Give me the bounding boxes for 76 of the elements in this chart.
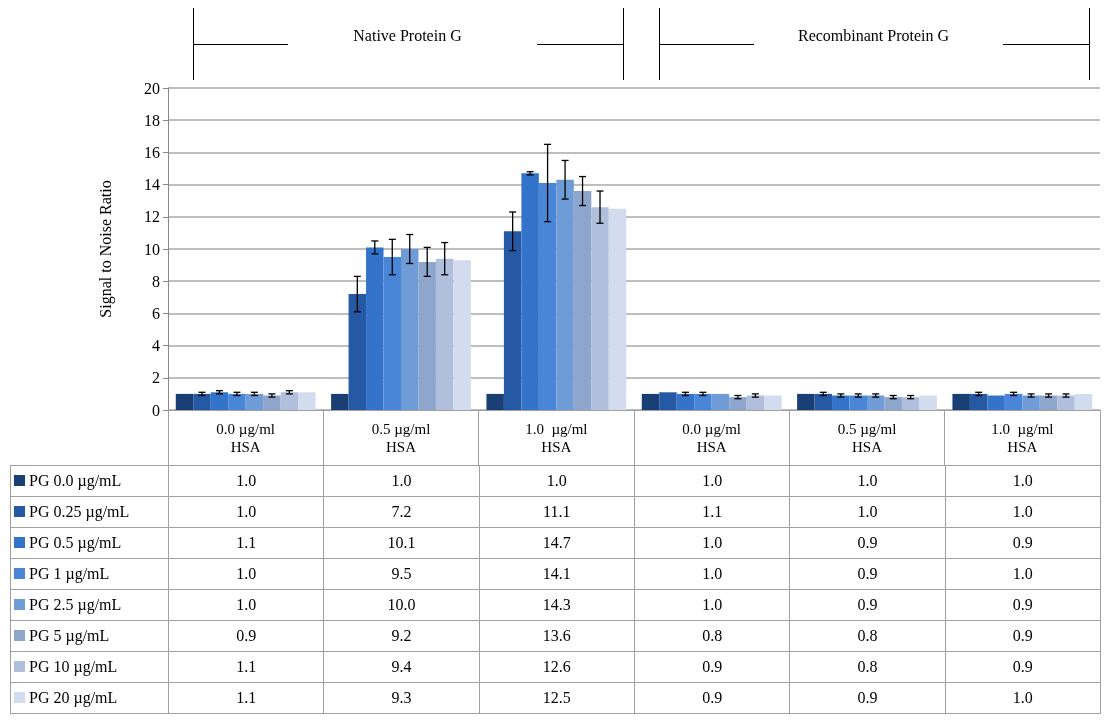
data-label: 0.9 — [168, 620, 324, 652]
y-tick-label: 2 — [152, 369, 160, 387]
data-label: 9.5 — [323, 558, 480, 590]
data-label: 0.9 — [945, 620, 1101, 652]
data-label: 9.4 — [323, 651, 480, 683]
data-label: 1.0 — [789, 465, 946, 497]
legend-label: PG 20 µg/mL — [10, 682, 169, 714]
data-label: 0.9 — [634, 651, 790, 683]
x-tick-label: 0.0 µg/ml HSA — [682, 421, 741, 455]
data-label: 1.0 — [634, 465, 790, 497]
legend-label: PG 0.5 µg/mL — [10, 527, 169, 559]
data-label: 7.2 — [323, 496, 480, 528]
y-tick-label: 8 — [152, 272, 160, 290]
text: Native Protein G — [352, 27, 463, 45]
data-label: 14.3 — [479, 589, 635, 621]
legend-label: PG 10 µg/mL — [10, 651, 169, 683]
data-label: 1.0 — [479, 465, 635, 497]
data-label: 0.8 — [634, 620, 790, 652]
data-label: 0.9 — [789, 527, 946, 559]
data-label: 1.0 — [323, 465, 480, 497]
data-label: 10.0 — [323, 589, 480, 621]
text: Recombinant Protein G — [796, 27, 951, 45]
data-label: 1.0 — [168, 496, 324, 528]
data-label: 0.8 — [789, 620, 946, 652]
x-tick-label: 1.0 µg/ml HSA — [525, 421, 588, 455]
data-label: 11.1 — [479, 496, 635, 528]
data-label: 1.0 — [945, 558, 1101, 590]
data-label: 9.2 — [323, 620, 480, 652]
legend-label: PG 0.25 µg/mL — [10, 496, 169, 528]
data-label: 12.6 — [479, 651, 635, 683]
data-label: 0.9 — [789, 682, 946, 714]
x-tick-label: 1.0 µg/ml HSA — [991, 421, 1054, 455]
data-label: 1.1 — [634, 496, 790, 528]
data-label: 9.3 — [323, 682, 480, 714]
data-label: 12.5 — [479, 682, 635, 714]
data-label: 14.1 — [479, 558, 635, 590]
legend-label: PG 0.0 µg/mL — [10, 465, 169, 497]
y-tick-label: 16 — [144, 143, 160, 161]
data-label: 1.1 — [168, 527, 324, 559]
data-label: 0.9 — [634, 682, 790, 714]
data-label: 1.1 — [168, 682, 324, 714]
data-label: 1.0 — [168, 465, 324, 497]
y-tick-label: 12 — [144, 208, 160, 226]
legend-label: PG 2.5 µg/mL — [10, 589, 169, 621]
data-label: 1.0 — [634, 589, 790, 621]
data-label: 1.0 — [168, 558, 324, 590]
y-tick-label: 14 — [144, 176, 160, 194]
data-label: 1.0 — [634, 558, 790, 590]
data-label: 1.0 — [789, 496, 946, 528]
data-label: 0.8 — [789, 651, 946, 683]
data-label: 1.0 — [168, 589, 324, 621]
y-tick-label: 10 — [144, 240, 160, 258]
data-label: 10.1 — [323, 527, 480, 559]
y-axis-title: Signal to Noise Ratio — [96, 180, 115, 318]
x-tick-label: 0.0 µg/ml HSA — [216, 421, 275, 455]
y-tick-label: 0 — [152, 401, 160, 419]
y-tick-label: 20 — [144, 79, 160, 97]
y-tick-label: 6 — [152, 304, 160, 322]
data-label: 0.9 — [789, 558, 946, 590]
legend-label: PG 1 µg/mL — [10, 558, 169, 590]
data-label: 0.9 — [945, 651, 1101, 683]
data-label: 14.7 — [479, 527, 635, 559]
x-tick-label: 0.5 µg/ml HSA — [837, 421, 897, 455]
data-label: 1.0 — [634, 527, 790, 559]
data-label: 1.1 — [168, 651, 324, 683]
x-tick-label: 0.5 µg/ml HSA — [371, 421, 431, 455]
data-label: 0.9 — [789, 589, 946, 621]
data-label: 1.0 — [945, 682, 1101, 714]
y-tick-label: 18 — [144, 111, 160, 129]
data-label: 0.9 — [945, 527, 1101, 559]
data-label: 0.9 — [945, 589, 1101, 621]
data-label: 13.6 — [479, 620, 635, 652]
data-label: 1.0 — [945, 496, 1101, 528]
data-label: 1.0 — [945, 465, 1101, 497]
legend-label: PG 5 µg/mL — [10, 620, 169, 652]
y-tick-label: 4 — [152, 337, 160, 355]
